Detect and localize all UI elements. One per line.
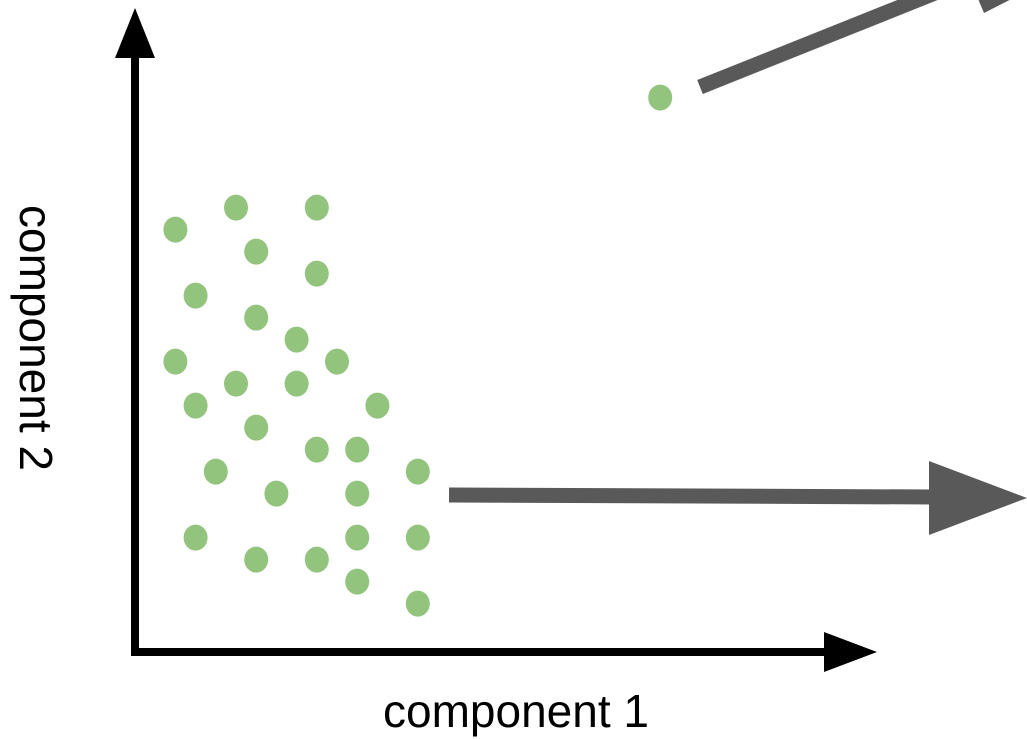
data-point bbox=[183, 392, 208, 419]
data-point bbox=[244, 414, 269, 441]
data-point bbox=[244, 546, 269, 573]
data-point bbox=[405, 590, 430, 617]
data-point bbox=[284, 370, 309, 397]
data-point bbox=[284, 326, 309, 353]
data-point bbox=[365, 392, 390, 419]
data-point bbox=[405, 524, 430, 551]
y-axis-arrowhead-icon bbox=[115, 8, 155, 58]
horizontal-arrowhead-icon bbox=[929, 461, 1027, 535]
data-point bbox=[163, 216, 188, 243]
y-axis bbox=[115, 8, 155, 652]
diagonal-arrowhead-icon bbox=[978, 0, 1010, 13]
x-axis-label: component 1 bbox=[383, 685, 649, 737]
data-point bbox=[405, 458, 430, 485]
data-point bbox=[244, 304, 269, 331]
data-point bbox=[183, 524, 208, 551]
data-point bbox=[345, 568, 370, 595]
data-point bbox=[304, 260, 329, 287]
horizontal-direction-arrow bbox=[448, 461, 1027, 535]
data-point bbox=[203, 458, 228, 485]
data-point bbox=[345, 436, 370, 463]
data-point bbox=[304, 194, 329, 221]
data-point bbox=[304, 436, 329, 463]
data-point bbox=[345, 480, 370, 507]
diagonal-direction-arrow bbox=[697, 0, 1010, 94]
data-point bbox=[244, 238, 269, 265]
data-points bbox=[163, 84, 673, 617]
data-point bbox=[183, 282, 208, 309]
data-point bbox=[304, 546, 329, 573]
data-point bbox=[345, 524, 370, 551]
x-axis-arrowhead-icon bbox=[824, 632, 877, 672]
data-point bbox=[224, 370, 248, 397]
y-axis-label: component 2 bbox=[10, 205, 62, 471]
data-point bbox=[648, 84, 673, 111]
data-point bbox=[224, 194, 248, 221]
data-point bbox=[163, 348, 188, 375]
data-point bbox=[264, 480, 289, 507]
data-point bbox=[325, 348, 349, 375]
x-axis bbox=[131, 632, 877, 672]
